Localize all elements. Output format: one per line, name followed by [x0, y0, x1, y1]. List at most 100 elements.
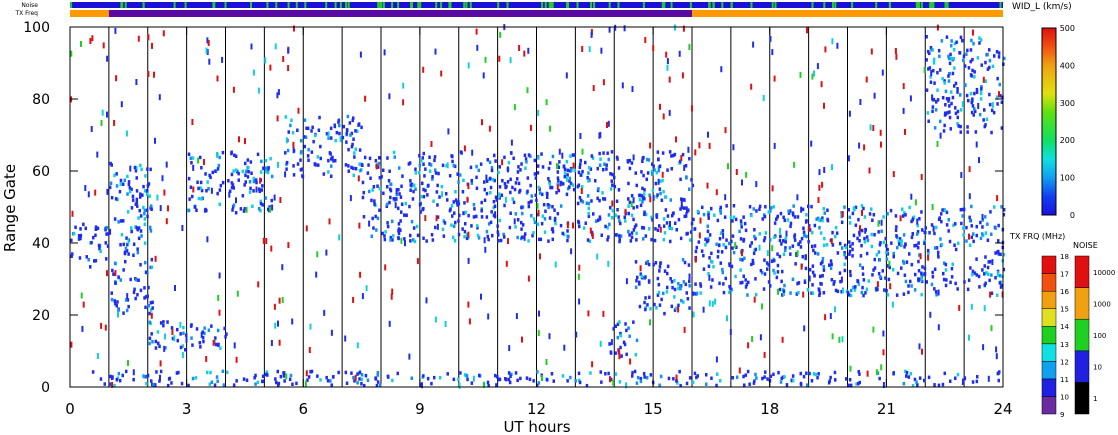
scatter-point: [709, 285, 713, 289]
scatter-point: [740, 225, 743, 229]
noise-colorbar-tick: 10: [1093, 364, 1102, 372]
scatter-point: [124, 259, 127, 264]
scatter-point: [683, 326, 686, 333]
scatter-point: [402, 82, 405, 89]
scatter-point: [628, 158, 631, 163]
scatter-point: [514, 225, 517, 229]
scatter-point: [970, 204, 973, 209]
scatter-point: [996, 102, 999, 106]
scatter-point: [307, 147, 310, 152]
scatter-point: [462, 178, 465, 183]
scatter-point: [659, 261, 662, 265]
freq-colorbar-step: [1041, 308, 1057, 327]
scatter-point: [787, 209, 790, 214]
scatter-point: [650, 237, 653, 242]
scatter-point: [235, 197, 237, 204]
scatter-point: [615, 199, 619, 203]
scatter-point: [197, 196, 201, 201]
scatter-point: [154, 137, 156, 144]
noise-band-fleck: [469, 2, 472, 8]
scatter-point: [658, 303, 662, 307]
scatter-point: [744, 285, 748, 289]
scatter-point: [623, 25, 626, 32]
scatter-point: [247, 165, 250, 170]
scatter-point: [558, 160, 561, 164]
scatter-point: [916, 245, 920, 250]
scatter-point: [688, 157, 691, 161]
scatter-point: [641, 156, 644, 161]
scatter-point: [302, 135, 306, 139]
scatter-point: [886, 293, 890, 297]
scatter-point: [939, 132, 942, 139]
scatter-point: [1002, 213, 1006, 217]
scatter-point: [816, 376, 819, 380]
noise-band-fleck: [823, 2, 826, 8]
scatter-point: [741, 179, 743, 186]
scatter-point: [606, 238, 609, 242]
scatter-point: [413, 183, 416, 188]
scatter-point: [127, 360, 129, 367]
scatter-point: [228, 189, 232, 193]
scatter-point: [126, 242, 129, 247]
scatter-point: [974, 109, 977, 114]
scatter-point: [821, 256, 825, 261]
scatter-point: [638, 193, 641, 198]
scatter-point: [769, 238, 772, 242]
scatter-point: [250, 171, 253, 175]
scatter-point: [273, 194, 276, 201]
scatter-point: [450, 154, 453, 158]
scatter-point: [499, 238, 503, 243]
scatter-point: [577, 170, 581, 175]
scatter-point: [864, 291, 867, 295]
y-tick-label: 20: [32, 308, 50, 324]
scatter-point: [777, 288, 779, 295]
scatter-point: [262, 166, 266, 170]
scatter-point: [886, 212, 889, 216]
scatter-point: [338, 234, 341, 241]
scatter-point: [848, 221, 852, 225]
scatter-point: [70, 50, 73, 57]
scatter-point: [937, 289, 940, 296]
freq-colorbar-title: TX FRQ (MHz): [1009, 232, 1065, 241]
scatter-point: [385, 204, 388, 208]
scatter-point: [772, 372, 775, 377]
scatter-point: [717, 249, 720, 254]
scatter-point: [688, 376, 692, 380]
scatter-point: [793, 215, 797, 219]
scatter-point: [997, 252, 1000, 256]
scatter-point: [965, 52, 968, 56]
scatter-point: [826, 208, 829, 212]
scatter-point: [728, 284, 731, 289]
scatter-point: [849, 244, 852, 248]
scatter-point: [643, 375, 646, 379]
scatter-point: [574, 379, 577, 383]
scatter-point: [508, 345, 511, 352]
scatter-point: [136, 250, 140, 255]
scatter-point: [627, 211, 630, 216]
scatter-point: [958, 304, 961, 311]
scatter-point: [399, 219, 402, 223]
scatter-point: [902, 83, 905, 90]
scatter-point: [634, 285, 638, 290]
scatter-point: [929, 75, 932, 79]
scatter-point: [635, 279, 638, 283]
scatter-point: [147, 34, 150, 41]
scatter-point: [844, 256, 848, 260]
scatter-point: [516, 170, 520, 174]
scatter-point: [468, 318, 471, 325]
scatter-point: [155, 370, 158, 374]
scatter-point: [811, 283, 814, 287]
scatter-point: [562, 165, 566, 169]
scatter-point: [358, 222, 361, 229]
scatter-point: [452, 163, 455, 168]
scatter-point: [976, 56, 980, 60]
scatter-point: [722, 290, 726, 295]
scatter-point: [216, 328, 220, 333]
scatter-point: [290, 118, 293, 122]
scatter-point: [784, 240, 787, 244]
scatter-point: [948, 239, 952, 244]
scatter-point: [459, 173, 462, 177]
scatter-point: [823, 236, 826, 241]
scatter-point: [952, 48, 956, 52]
scatter-point: [135, 166, 138, 170]
